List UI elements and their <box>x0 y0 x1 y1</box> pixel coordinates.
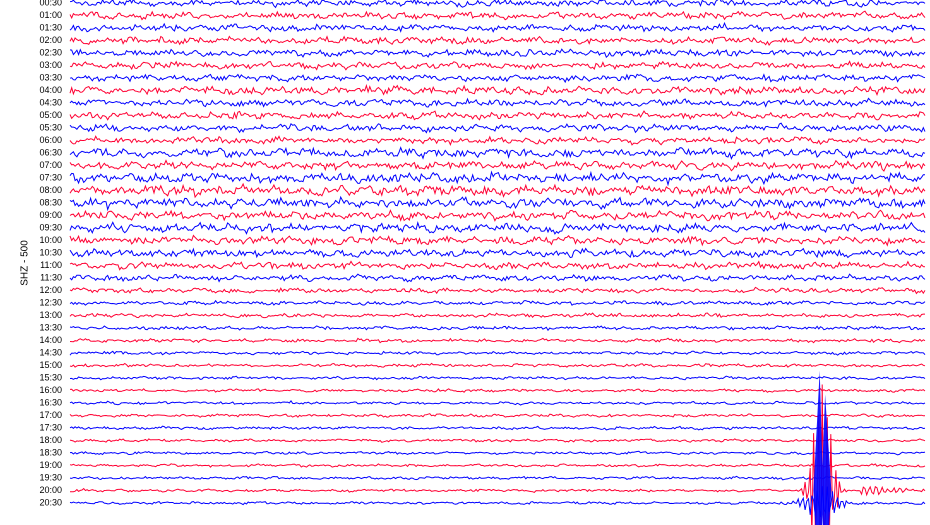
time-label: 19:30 <box>39 472 62 482</box>
time-label: 16:30 <box>39 397 62 407</box>
seismic-trace <box>70 172 925 185</box>
seismic-trace <box>70 261 925 269</box>
time-label: 11:30 <box>40 272 62 282</box>
time-label: 10:00 <box>39 235 62 245</box>
time-label: 12:00 <box>39 285 62 295</box>
seismic-trace <box>70 326 925 330</box>
time-label: 19:00 <box>39 460 62 470</box>
seismic-trace <box>70 197 925 209</box>
seismic-trace <box>70 148 925 159</box>
seismic-trace <box>70 401 925 405</box>
time-label: 09:30 <box>39 222 62 232</box>
seismic-trace <box>70 274 925 282</box>
seismic-trace <box>70 0 925 7</box>
time-label: 11:00 <box>40 260 62 270</box>
seismic-trace <box>70 86 925 95</box>
seismic-trace <box>70 376 925 380</box>
time-label: 13:00 <box>39 310 62 320</box>
time-label: 07:00 <box>39 160 62 170</box>
time-label: 05:30 <box>39 122 62 132</box>
seismic-trace <box>70 351 925 355</box>
seismogram-chart: SHZ - 500 00:3001:0001:3002:0002:3003:00… <box>0 0 930 525</box>
time-label: 17:30 <box>39 422 62 432</box>
time-label: 15:00 <box>39 360 62 370</box>
time-label: 06:30 <box>39 147 62 157</box>
time-label: 07:30 <box>39 172 62 182</box>
time-label: 20:00 <box>39 485 62 495</box>
time-label: 18:00 <box>39 435 62 445</box>
seismic-trace <box>70 61 925 69</box>
time-label: 17:00 <box>39 410 62 420</box>
time-label: 08:00 <box>39 185 62 195</box>
seismic-trace <box>70 236 925 246</box>
seismic-trace <box>70 123 925 132</box>
time-label: 04:00 <box>39 85 62 95</box>
seismic-trace <box>70 98 925 107</box>
time-label: 09:00 <box>39 210 62 220</box>
seismic-trace <box>70 451 925 455</box>
seismic-trace <box>70 23 925 32</box>
seismic-trace <box>70 464 925 467</box>
seismic-trace <box>70 439 925 442</box>
time-label: 02:00 <box>39 35 62 45</box>
seismic-trace <box>70 338 925 343</box>
time-label: 14:30 <box>39 347 62 357</box>
time-label: 01:30 <box>39 22 62 32</box>
seismic-trace <box>70 49 925 57</box>
time-label: 05:00 <box>39 110 62 120</box>
time-label: 12:30 <box>39 297 62 307</box>
time-label: 18:30 <box>39 447 62 457</box>
seismic-trace <box>70 136 925 145</box>
seismic-trace <box>70 301 925 306</box>
seismic-trace <box>70 184 925 197</box>
time-label: 10:30 <box>39 247 62 257</box>
seismic-trace <box>70 210 925 220</box>
time-label: 16:00 <box>39 385 62 395</box>
seismic-trace <box>70 287 925 293</box>
seismic-trace <box>70 74 925 82</box>
time-label: 03:30 <box>39 72 62 82</box>
seismic-trace <box>70 389 925 393</box>
seismic-trace <box>70 111 925 120</box>
seismic-trace <box>70 313 925 318</box>
seismic-trace <box>70 37 925 46</box>
time-label: 03:00 <box>39 60 62 70</box>
seismic-trace <box>70 161 925 172</box>
seismic-trace <box>70 476 925 480</box>
time-label: 04:30 <box>39 97 62 107</box>
time-label: 20:30 <box>39 497 62 507</box>
time-label: 00:30 <box>39 0 62 7</box>
time-label: 06:00 <box>39 135 62 145</box>
seismic-trace <box>70 414 925 418</box>
time-label: 01:00 <box>39 10 62 20</box>
seismic-trace <box>70 426 925 430</box>
time-label: 08:30 <box>39 197 62 207</box>
time-label: 14:00 <box>39 335 62 345</box>
seismic-trace <box>70 249 925 258</box>
seismic-trace <box>70 363 925 367</box>
time-label: 02:30 <box>39 47 62 57</box>
seismogram-svg: 00:30 01:00 01:30 02:00 02:30 03:00 03:30 04:00… <box>0 0 930 525</box>
seismic-trace <box>70 222 925 234</box>
seismic-trace <box>70 11 925 20</box>
time-label: 13:30 <box>39 322 62 332</box>
time-label: 15:30 <box>39 372 62 382</box>
